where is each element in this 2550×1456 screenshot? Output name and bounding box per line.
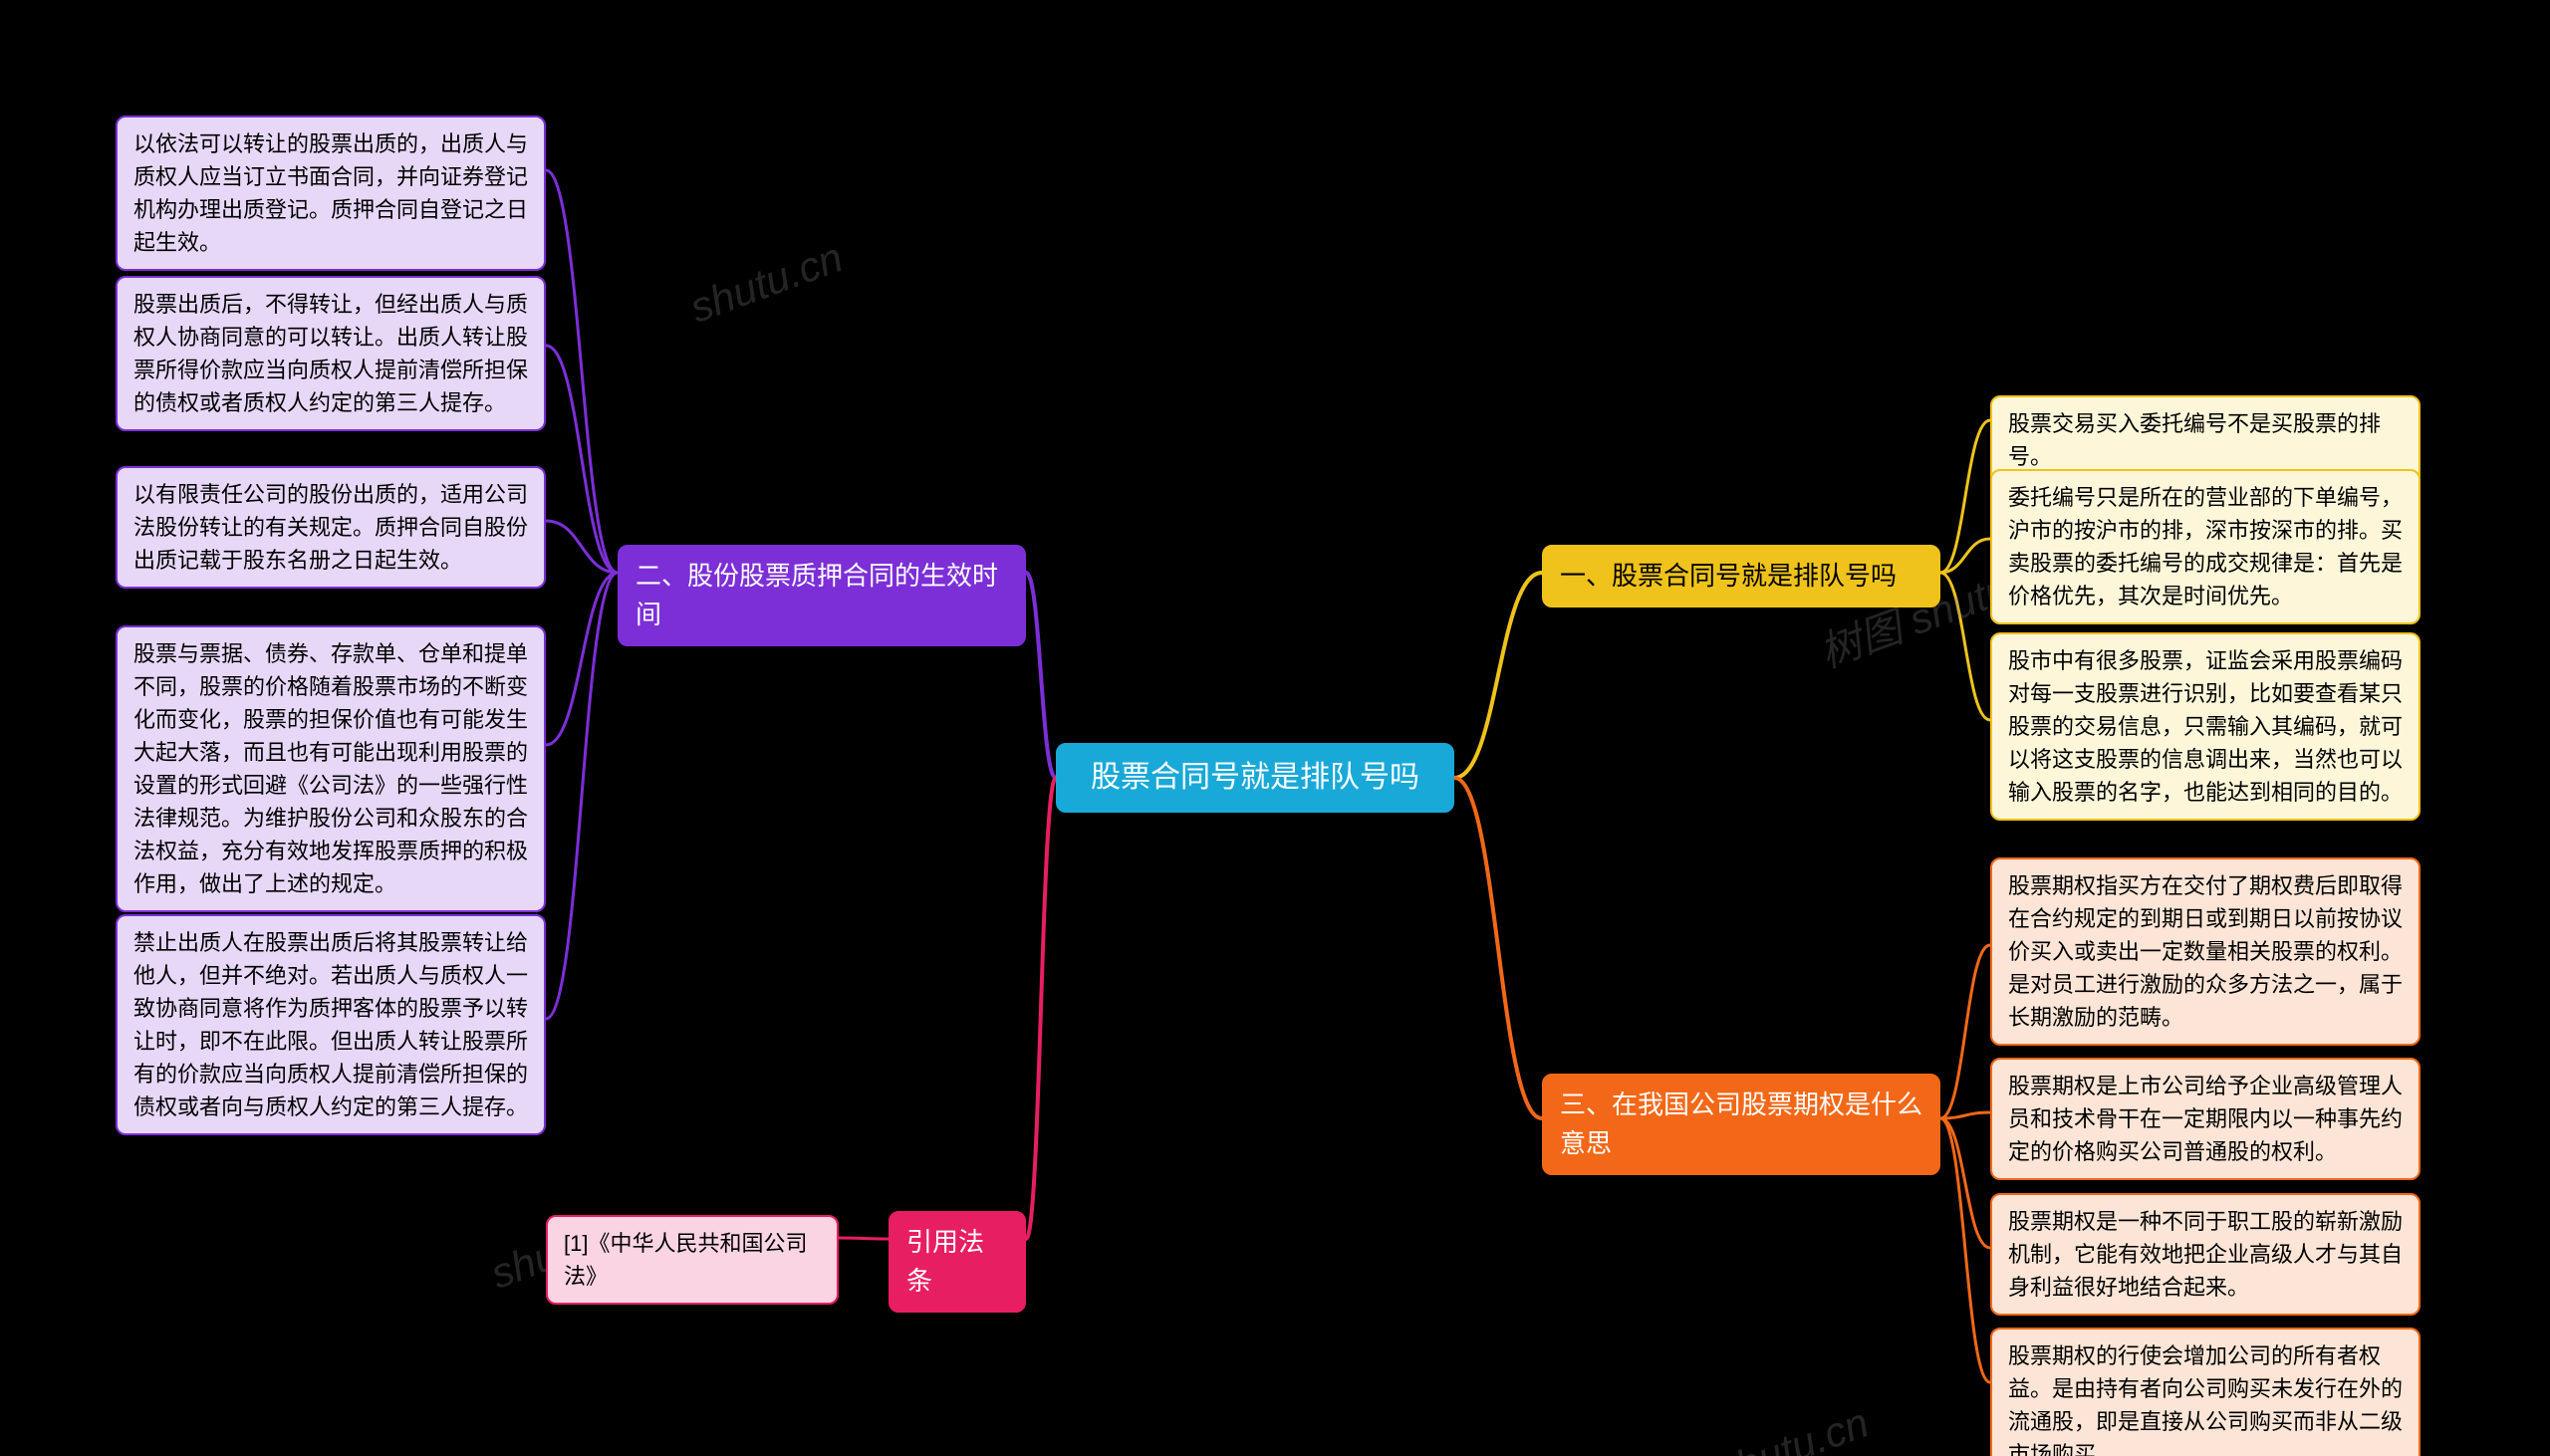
mindmap-canvas: shutu.cn树图 shutu.cnshutu.cnshutu.cn股票合同号…	[0, 0, 2550, 1456]
connector	[546, 573, 618, 1019]
leaf-b2-1-label: 股票出质后，不得转让，但经出质人与质权人协商同意的可以转让。出质人转让股票所得价…	[133, 292, 528, 415]
branch-b2-label: 二、股份股票质押合同的生效时间	[636, 561, 998, 629]
connector	[1454, 778, 1542, 1118]
connector	[1940, 1118, 1990, 1382]
leaf-b2-2[interactable]: 以有限责任公司的股份出质的，适用公司法股份转让的有关规定。质押合同自股份出质记载…	[116, 466, 546, 589]
leaf-b3-3[interactable]: 股票期权的行使会增加公司的所有者权益。是由持有者向公司购买未发行在外的流通股，即…	[1990, 1328, 2421, 1456]
leaf-b2-4-label: 禁止出质人在股票出质后将其股票转让给他人，但并不绝对。若出质人与质权人一致协商同…	[133, 930, 528, 1119]
connector	[546, 521, 618, 573]
leaf-b2-2-label: 以有限责任公司的股份出质的，适用公司法股份转让的有关规定。质押合同自股份出质记载…	[133, 482, 528, 573]
leaf-b1-1[interactable]: 委托编号只是所在的营业部的下单编号，沪市的按沪市的排，深市按深市的排。买卖股票的…	[1990, 469, 2421, 624]
connector	[1940, 420, 1990, 573]
leaf-b3-0[interactable]: 股票期权指买方在交付了期权费后即取得在合约规定的到期日或到期日以前按协议价买入或…	[1990, 857, 2421, 1046]
connector	[1026, 573, 1056, 778]
leaf-b2-0[interactable]: 以依法可以转让的股票出质的，出质人与质权人应当订立书面合同，并向证券登记机构办理…	[116, 116, 546, 271]
leaf-b1-2[interactable]: 股市中有很多股票，证监会采用股票编码对每一支股票进行识别，比如要查看某只股票的交…	[1990, 632, 2421, 821]
branch-b1[interactable]: 一、股票合同号就是排队号吗	[1542, 545, 1940, 607]
leaf-b3-0-label: 股票期权指买方在交付了期权费后即取得在合约规定的到期日或到期日以前按协议价买入或…	[2008, 873, 2403, 1030]
branch-b1-label: 一、股票合同号就是排队号吗	[1560, 561, 1897, 591]
connector	[839, 1238, 889, 1239]
center-node-label: 股票合同号就是排队号吗	[1091, 761, 1419, 794]
leaf-b3-2-label: 股票期权是一种不同于职工股的崭新激励机制，它能有效地把企业高级人才与其自身利益很…	[2008, 1209, 2403, 1300]
watermark: shutu.cn	[1710, 1398, 1876, 1456]
leaf-b2-3[interactable]: 股票与票据、债券、存款单、仓单和提单不同，股票的价格随着股票市场的不断变化而变化…	[116, 625, 546, 912]
leaf-b1-2-label: 股市中有很多股票，证监会采用股票编码对每一支股票进行识别，比如要查看某只股票的交…	[2008, 648, 2403, 805]
leaf-b2-3-label: 股票与票据、债券、存款单、仓单和提单不同，股票的价格随着股票市场的不断变化而变化…	[133, 641, 528, 896]
connector	[1026, 778, 1056, 1239]
connector	[1940, 1118, 1990, 1248]
center-node[interactable]: 股票合同号就是排队号吗	[1056, 743, 1454, 813]
connector	[1454, 573, 1542, 778]
connector	[546, 573, 618, 745]
branch-b3-label: 三、在我国公司股票期权是什么意思	[1560, 1090, 1922, 1158]
connector	[1940, 573, 1990, 720]
leaf-b1-1-label: 委托编号只是所在的营业部的下单编号，沪市的按沪市的排，深市按深市的排。买卖股票的…	[2008, 485, 2403, 608]
connector	[546, 170, 618, 573]
branch-b2[interactable]: 二、股份股票质押合同的生效时间	[618, 545, 1026, 646]
connector	[546, 346, 618, 573]
leaf-b2-1[interactable]: 股票出质后，不得转让，但经出质人与质权人协商同意的可以转让。出质人转让股票所得价…	[116, 276, 546, 431]
leaf-b4-0-label: [1]《中华人民共和国公司法》	[564, 1231, 807, 1289]
branch-b3[interactable]: 三、在我国公司股票期权是什么意思	[1542, 1074, 1940, 1175]
watermark: shutu.cn	[684, 233, 850, 332]
connector	[1940, 539, 1990, 573]
leaf-b3-1-label: 股票期权是上市公司给予企业高级管理人员和技术骨干在一定期限内以一种事先约定的价格…	[2008, 1074, 2403, 1164]
leaf-b2-4[interactable]: 禁止出质人在股票出质后将其股票转让给他人，但并不绝对。若出质人与质权人一致协商同…	[116, 914, 546, 1135]
leaf-b4-0[interactable]: [1]《中华人民共和国公司法》	[546, 1215, 839, 1305]
branch-b4-label: 引用法条	[906, 1227, 984, 1296]
connector	[1940, 945, 1990, 1118]
leaf-b2-0-label: 以依法可以转让的股票出质的，出质人与质权人应当订立书面合同，并向证券登记机构办理…	[133, 131, 528, 255]
leaf-b1-0-label: 股票交易买入委托编号不是买股票的排号。	[2008, 411, 2381, 469]
leaf-b3-2[interactable]: 股票期权是一种不同于职工股的崭新激励机制，它能有效地把企业高级人才与其自身利益很…	[1990, 1193, 2421, 1316]
leaf-b3-1[interactable]: 股票期权是上市公司给予企业高级管理人员和技术骨干在一定期限内以一种事先约定的价格…	[1990, 1058, 2421, 1180]
leaf-b3-3-label: 股票期权的行使会增加公司的所有者权益。是由持有者向公司购买未发行在外的流通股，即…	[2008, 1343, 2403, 1456]
connector	[1940, 1112, 1990, 1118]
branch-b4[interactable]: 引用法条	[889, 1211, 1026, 1313]
